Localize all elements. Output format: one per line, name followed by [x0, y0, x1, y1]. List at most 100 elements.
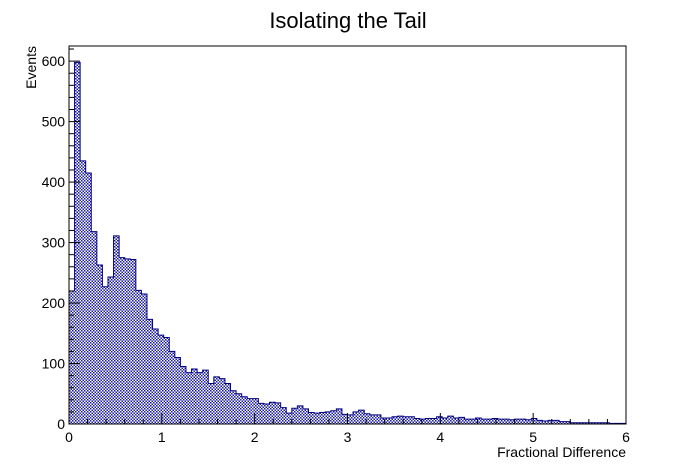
histogram-bar: [208, 383, 214, 424]
histogram-bar: [308, 412, 315, 424]
histogram-bar: [564, 421, 571, 424]
histogram-bar: [197, 372, 203, 424]
histogram-bar: [258, 403, 264, 424]
y-tick-label: 600: [42, 53, 66, 69]
y-tick-label: 100: [42, 356, 66, 372]
histogram-bar: [219, 378, 225, 424]
x-tick-label: 0: [65, 429, 73, 445]
chart-title: Isolating the Tail: [269, 8, 427, 33]
histogram-bar: [319, 412, 326, 424]
histogram-bar: [531, 418, 537, 424]
histogram-bar: [297, 405, 303, 424]
histogram-bar: [475, 417, 482, 424]
histogram-bar: [158, 335, 164, 424]
y-tick-label: 400: [42, 174, 66, 190]
histogram-bar: [403, 416, 409, 424]
histogram-bar: [85, 173, 92, 424]
histogram-bar: [247, 398, 253, 424]
histogram-bar: [236, 393, 242, 424]
histogram-bar: [119, 257, 125, 424]
histogram-bar: [481, 419, 487, 424]
y-tick-label: 0: [57, 416, 65, 432]
histogram-bar: [536, 420, 543, 424]
histogram-bar: [152, 329, 159, 424]
histogram-bar: [364, 413, 370, 424]
histogram-bar: [458, 417, 465, 424]
x-tick-label: 2: [251, 429, 259, 445]
histogram-bar: [185, 372, 192, 424]
histogram-bar: [336, 408, 342, 424]
histogram-bar: [525, 419, 532, 424]
histogram-bar: [252, 398, 259, 424]
histogram-bar: [130, 259, 136, 424]
histogram-bar: [163, 337, 170, 424]
histogram-bar: [291, 408, 298, 424]
histogram-bar: [280, 407, 287, 424]
histogram-bar: [442, 417, 448, 424]
y-tick-label: 500: [42, 114, 66, 130]
histogram-bar: [447, 416, 454, 424]
histogram-bar: [587, 422, 593, 424]
x-tick-label: 3: [344, 429, 352, 445]
histogram-bar: [575, 422, 582, 424]
histogram-bar: [174, 357, 181, 424]
y-tick-label: 200: [42, 295, 66, 311]
histogram-bar: [464, 419, 471, 424]
histogram-bar: [503, 419, 510, 424]
histogram-bar: [107, 277, 114, 424]
histogram-bar: [553, 420, 560, 424]
histogram-bar: [74, 62, 81, 425]
histogram-bar: [598, 422, 604, 424]
histogram-bar: [408, 416, 415, 424]
histogram-bar: [202, 370, 209, 424]
histogram-bar: [263, 404, 270, 424]
histogram-bar: [213, 376, 220, 424]
histogram-bar: [146, 319, 153, 424]
histogram-bar: [113, 235, 120, 424]
histogram-bar: [69, 290, 75, 424]
histogram-bar: [358, 410, 365, 424]
histogram-bar: [124, 258, 131, 424]
histogram-bar: [514, 419, 521, 424]
histogram-bar: [230, 390, 237, 424]
histogram-bar: [191, 368, 198, 424]
histogram-bar: [592, 422, 599, 424]
histogram-bar: [169, 351, 175, 424]
histogram-bar: [330, 410, 337, 424]
histogram-bar: [269, 402, 276, 424]
histogram-outline: [68, 61, 627, 424]
histogram-bar: [486, 419, 493, 424]
histogram-bar: [603, 422, 610, 424]
x-tick-label: 6: [622, 429, 630, 445]
histogram-bar: [497, 419, 504, 424]
histogram-bar: [275, 402, 281, 424]
histogram-bar: [141, 293, 147, 424]
y-tick-label: 300: [42, 235, 66, 251]
histogram-bars: [69, 62, 626, 425]
histogram-bar: [341, 414, 348, 424]
histogram-bar: [135, 290, 142, 424]
histogram-bar: [548, 420, 554, 424]
y-axis-label: Events: [23, 46, 39, 89]
histogram-bar: [559, 421, 565, 424]
histogram-bar: [286, 413, 292, 424]
histogram-bar: [425, 418, 432, 424]
histogram-bar: [414, 418, 420, 424]
histogram-bar: [419, 419, 426, 424]
histogram-bar: [470, 419, 476, 424]
histogram-bar: [180, 366, 186, 424]
histogram-bar: [542, 420, 549, 424]
histogram-bar: [386, 417, 393, 424]
x-tick-label: 4: [436, 429, 444, 445]
x-axis-label: Fractional Difference: [497, 444, 626, 460]
histogram-bar: [436, 416, 443, 424]
histogram-bar: [314, 413, 320, 424]
histogram-bar: [581, 422, 588, 424]
histogram-bar: [80, 160, 86, 425]
histogram-bar: [492, 418, 498, 424]
x-tick-label: 5: [529, 429, 537, 445]
y-axis: 0 100 200 300 400 500 600: [42, 48, 80, 432]
histogram-bar: [520, 419, 526, 424]
histogram-bar: [347, 414, 354, 424]
